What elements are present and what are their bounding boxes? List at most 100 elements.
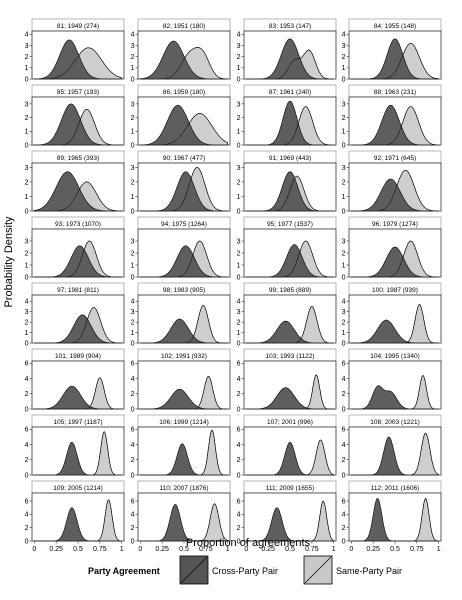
y-tick-label: 0 (342, 208, 346, 215)
panel-22: 102; 1991 (932) 0 2 4 6 (131, 348, 231, 413)
y-tick-label: 0 (237, 472, 241, 479)
x-tick-label: 0.5 (285, 546, 295, 553)
y-tick-label: 1 (342, 129, 346, 136)
y-tick-label: 1 (131, 129, 135, 136)
y-tick-label: 0 (342, 406, 346, 413)
y-tick-label: 2 (25, 250, 29, 257)
legend-key-cross (179, 555, 209, 585)
panel-frame (348, 360, 442, 410)
y-tick-label: 1 (342, 262, 346, 269)
panel-frame (243, 294, 337, 344)
y-tick-label: 0 (237, 340, 241, 347)
y-tick-label: 2 (342, 250, 346, 257)
panel-20: 100; 1987 (939) 0 1 2 3 4 (342, 282, 442, 347)
y-tick-label: 2 (237, 525, 241, 532)
y-tick-label: 4 (131, 32, 135, 39)
panel-label: 82; 1951 (180) (163, 23, 205, 30)
y-tick-label: 4 (342, 299, 346, 306)
y-tick-label: 3 (25, 43, 29, 50)
panel-3: 83; 1953 (147) 0 1 2 3 4 (237, 18, 337, 83)
y-tick-label: 4 (25, 32, 29, 39)
y-tick-label: 0 (237, 142, 241, 149)
y-tick-label: 3 (131, 238, 135, 245)
panel-10: 90; 1967 (477) 0 1 2 3 (131, 150, 231, 215)
panel-frame (137, 360, 231, 410)
y-tick-label: 1 (237, 262, 241, 269)
panel-frame (243, 96, 337, 146)
y-tick-label: 6 (131, 498, 135, 505)
y-tick-label: 4 (342, 32, 346, 39)
x-tick-label: 0.75 (305, 546, 319, 553)
panel-21: 101; 1989 (904) 0 2 4 6 (25, 348, 125, 413)
panel-4: 84; 1955 (148) 0 1 2 3 4 (342, 18, 442, 83)
y-tick-label: 2 (237, 115, 241, 122)
panel-frame (243, 30, 337, 80)
y-tick-label: 2 (25, 391, 29, 398)
y-tick-label: 3 (342, 165, 346, 172)
y-tick-label: 4 (131, 299, 135, 306)
y-tick-label: 3 (25, 238, 29, 245)
y-tick-label: 2 (342, 525, 346, 532)
panel-label: 92; 1971 (645) (374, 155, 416, 162)
x-tick-label: 0.5 (179, 546, 189, 553)
y-tick-label: 1 (25, 262, 29, 269)
panel-25: 105; 1997 (1187) 0 2 4 6 (25, 414, 125, 479)
panel-label: 102; 1991 (932) (161, 353, 207, 360)
panel-label: 90; 1967 (477) (163, 155, 205, 162)
y-tick-label: 2 (25, 115, 29, 122)
x-tick-label: 0.25 (155, 546, 169, 553)
panel-8: 88; 1963 (231) 0 1 2 3 (342, 84, 442, 149)
panel-label: 87; 1961 (240) (269, 89, 311, 96)
y-tick-label: 4 (342, 442, 346, 449)
y-tick-label: 3 (237, 101, 241, 108)
y-tick-label: 2 (342, 115, 346, 122)
y-tick-label: 1 (237, 65, 241, 72)
y-tick-label: 6 (237, 361, 241, 368)
panel-label: 106; 1999 (1214) (159, 419, 209, 426)
x-tick-label: 0.75 (93, 546, 107, 553)
panel-1: 81; 1949 (274) 0 1 2 3 4 (25, 18, 125, 83)
y-tick-label: 0 (342, 472, 346, 479)
panel-frame (243, 360, 337, 410)
panel-28: 108; 2003 (1221) 0 2 4 6 (342, 414, 442, 479)
y-tick-label: 1 (342, 194, 346, 201)
panel-frame (348, 426, 442, 476)
y-tick-label: 1 (342, 330, 346, 337)
panel-5: 85; 1957 (193) 0 1 2 3 (25, 84, 125, 149)
panel-label: 86; 1959 (180) (163, 89, 205, 96)
panel-frame (31, 162, 125, 212)
y-tick-label: 0 (342, 142, 346, 149)
panel-12: 92; 1971 (645) 0 1 2 3 (342, 150, 442, 215)
y-tick-label: 2 (25, 320, 29, 327)
y-tick-label: 4 (342, 512, 346, 519)
y-tick-label: 3 (237, 165, 241, 172)
y-tick-label: 0 (25, 472, 29, 479)
y-tick-label: 4 (237, 299, 241, 306)
y-tick-label: 3 (131, 43, 135, 50)
panel-label: 101; 1989 (904) (55, 353, 101, 360)
y-tick-label: 4 (25, 299, 29, 306)
panel-32: 112; 2011 (1606) 0 2 4 6 0 0.25 0.5 0.75 1 (342, 480, 442, 553)
panel-label: 83; 1953 (147) (269, 23, 311, 30)
panel-frame (31, 360, 125, 410)
y-tick-label: 2 (131, 457, 135, 464)
y-tick-label: 3 (25, 165, 29, 172)
x-tick-label: 0.75 (199, 546, 213, 553)
y-tick-label: 3 (342, 43, 346, 50)
y-tick-label: 4 (237, 512, 241, 519)
y-tick-label: 2 (237, 54, 241, 61)
y-tick-label: 0 (25, 208, 29, 215)
y-tick-label: 3 (342, 101, 346, 108)
legend-swatch-cross-line (180, 556, 208, 584)
x-axis-title: Proportion of agreements (186, 537, 311, 549)
y-tick-label: 1 (342, 65, 346, 72)
y-tick-label: 1 (237, 129, 241, 136)
x-tick-label: 1 (332, 546, 336, 553)
y-tick-label: 0 (131, 76, 135, 83)
y-tick-label: 0 (237, 406, 241, 413)
y-tick-label: 2 (25, 54, 29, 61)
y-axis-title: Probability Density (3, 216, 15, 308)
panel-frame (348, 96, 442, 146)
